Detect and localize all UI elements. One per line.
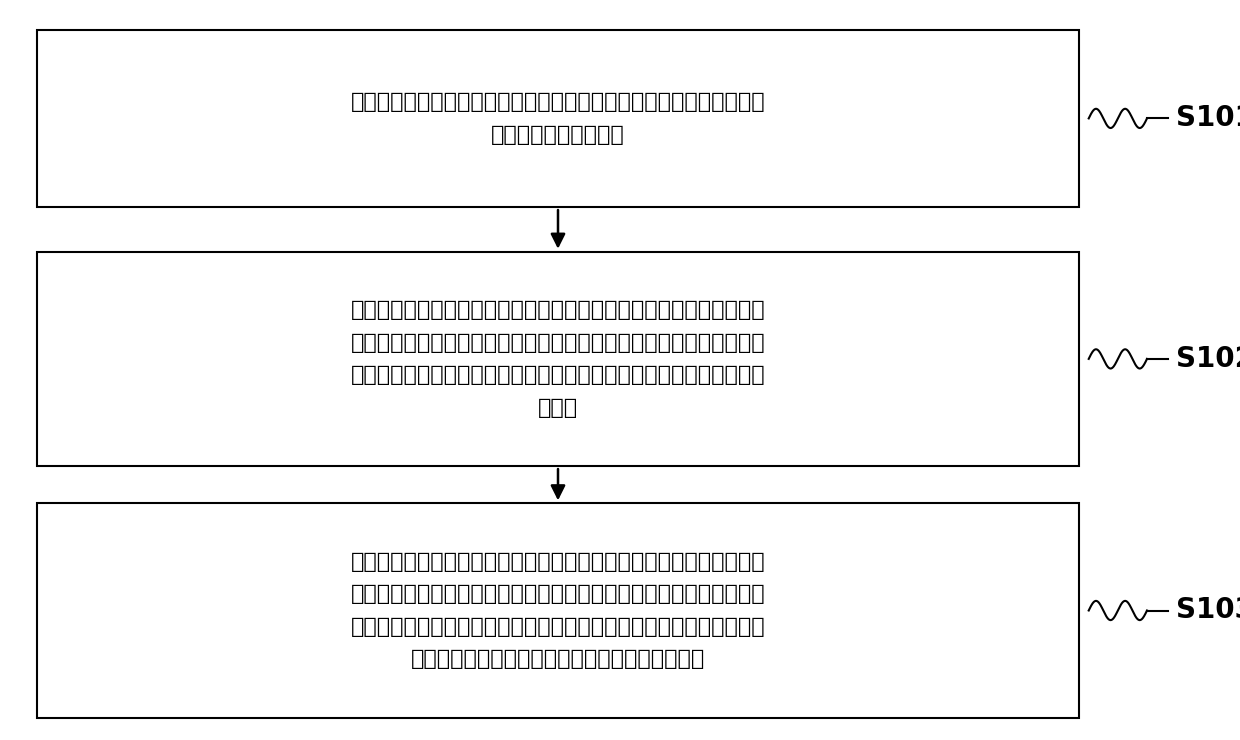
Text: 以所述外边界层流动速度为边界条件，根据所述泥沙粒径、所述流动周: 以所述外边界层流动速度为边界条件，根据所述泥沙粒径、所述流动周 xyxy=(351,551,765,571)
Text: 位残留: 位残留 xyxy=(538,398,578,418)
Text: 根据所述外边界层流动速度、所述泥沙与水的密度比值、所述泥沙粒径: 根据所述外边界层流动速度、所述泥沙与水的密度比值、所述泥沙粒径 xyxy=(351,300,765,320)
Bar xyxy=(37,252,1079,466)
Text: 获取泵站引渠及前池水体的外边界层流动速度、泥沙与水的密度比值、: 获取泵站引渠及前池水体的外边界层流动速度、泥沙与水的密度比值、 xyxy=(351,92,765,112)
Text: S102: S102 xyxy=(1176,345,1240,373)
Text: 层厚度和边界层流速超前函数，进而确定泥沙通量: 层厚度和边界层流速超前函数，进而确定泥沙通量 xyxy=(410,650,706,670)
Text: 期、所述谢尔兹数、所述泥沙沉降速度、所述泥沙对流速的相位漂移和: 期、所述谢尔兹数、所述泥沙沉降速度、所述泥沙对流速的相位漂移和 xyxy=(351,584,765,604)
Text: 以及所述流动周期，获取谢尔兹数、泥沙沉降速度和泥沙在输沙层内的: 以及所述流动周期，获取谢尔兹数、泥沙沉降速度和泥沙在输沙层内的 xyxy=(351,332,765,352)
Bar xyxy=(37,30,1079,207)
Text: 泥沙粒径以及流动周期: 泥沙粒径以及流动周期 xyxy=(491,125,625,145)
Bar xyxy=(37,503,1079,718)
Text: 沉降时间与流动周期的比值，并获取泥沙对流速的相位漂移和泥沙的相: 沉降时间与流动周期的比值，并获取泥沙对流速的相位漂移和泥沙的相 xyxy=(351,366,765,386)
Text: S103: S103 xyxy=(1176,596,1240,625)
Text: S101: S101 xyxy=(1176,104,1240,132)
Text: 所述泥沙的相位残留，获取含沙动床面受水流侵蚀的深度、往复流边界: 所述泥沙的相位残留，获取含沙动床面受水流侵蚀的深度、往复流边界 xyxy=(351,617,765,637)
